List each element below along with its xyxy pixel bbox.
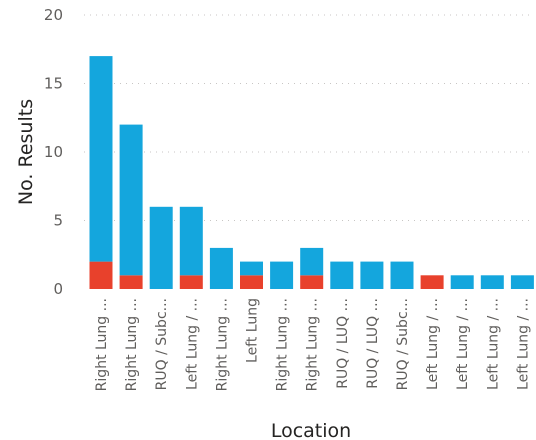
bar-segment-series-2[interactable] xyxy=(450,275,474,289)
y-tick-label: 5 xyxy=(53,212,63,230)
bars xyxy=(89,56,534,289)
bar-segment-series-1[interactable] xyxy=(420,275,444,289)
x-category-label: Left Lung / ... xyxy=(184,298,200,390)
y-axis-ticks: 0 5 10 15 20 xyxy=(44,6,63,298)
bar-segment-series-1[interactable] xyxy=(179,275,203,289)
bar-segment-series-2[interactable] xyxy=(330,261,354,289)
x-category-label: Right Lung ... xyxy=(124,298,140,391)
bar-segment-series-1[interactable] xyxy=(300,275,324,289)
y-tick-label: 0 xyxy=(53,280,63,298)
bar-segment-series-2[interactable] xyxy=(390,261,414,289)
x-axis-title: Location xyxy=(271,420,351,440)
bar-segment-series-2[interactable] xyxy=(179,206,203,276)
x-category-label: RUQ / LUQ ... xyxy=(365,298,381,389)
bar-segment-series-2[interactable] xyxy=(240,261,263,276)
bar-segment-series-2[interactable] xyxy=(510,275,534,289)
y-tick-label: 20 xyxy=(44,6,63,24)
x-category-label: Left Lung / ... xyxy=(485,298,501,390)
bar-segment-series-1[interactable] xyxy=(119,275,143,289)
bar-segment-series-2[interactable] xyxy=(270,261,294,289)
x-category-label: Left Lung / ... xyxy=(515,298,531,390)
bar-segment-series-2[interactable] xyxy=(209,247,233,289)
bar-segment-series-1[interactable] xyxy=(240,275,263,289)
bar-segment-series-2[interactable] xyxy=(89,56,113,262)
bar-segment-series-2[interactable] xyxy=(360,261,384,289)
x-axis-categories: Right Lung ... Right Lung ... RUQ / Subc..… xyxy=(94,298,531,391)
x-category-label: RUQ / Subc... xyxy=(395,298,411,390)
x-category-label: Left Lung / ... xyxy=(425,298,441,390)
x-category-label: Left Lung / ... xyxy=(455,298,471,390)
bar-segment-series-1[interactable] xyxy=(89,261,113,289)
gridlines xyxy=(84,14,534,221)
x-category-label: Right Lung ... xyxy=(214,298,230,391)
bar-segment-series-2[interactable] xyxy=(480,275,504,289)
y-axis-title: No. Results xyxy=(15,99,37,205)
x-category-label: Left Lung xyxy=(245,298,261,363)
x-category-label: Right Lung ... xyxy=(305,298,321,391)
x-category-label: RUQ / Subc... xyxy=(154,298,170,390)
bar-segment-series-2[interactable] xyxy=(300,247,324,276)
x-category-label: Right Lung ... xyxy=(275,298,291,391)
y-tick-label: 10 xyxy=(44,143,63,161)
bar-segment-series-2[interactable] xyxy=(119,124,143,276)
x-category-label: Right Lung ... xyxy=(94,298,110,391)
bar-segment-series-2[interactable] xyxy=(149,206,173,289)
y-tick-label: 15 xyxy=(44,75,63,93)
x-category-label: RUQ / LUQ ... xyxy=(335,298,351,389)
